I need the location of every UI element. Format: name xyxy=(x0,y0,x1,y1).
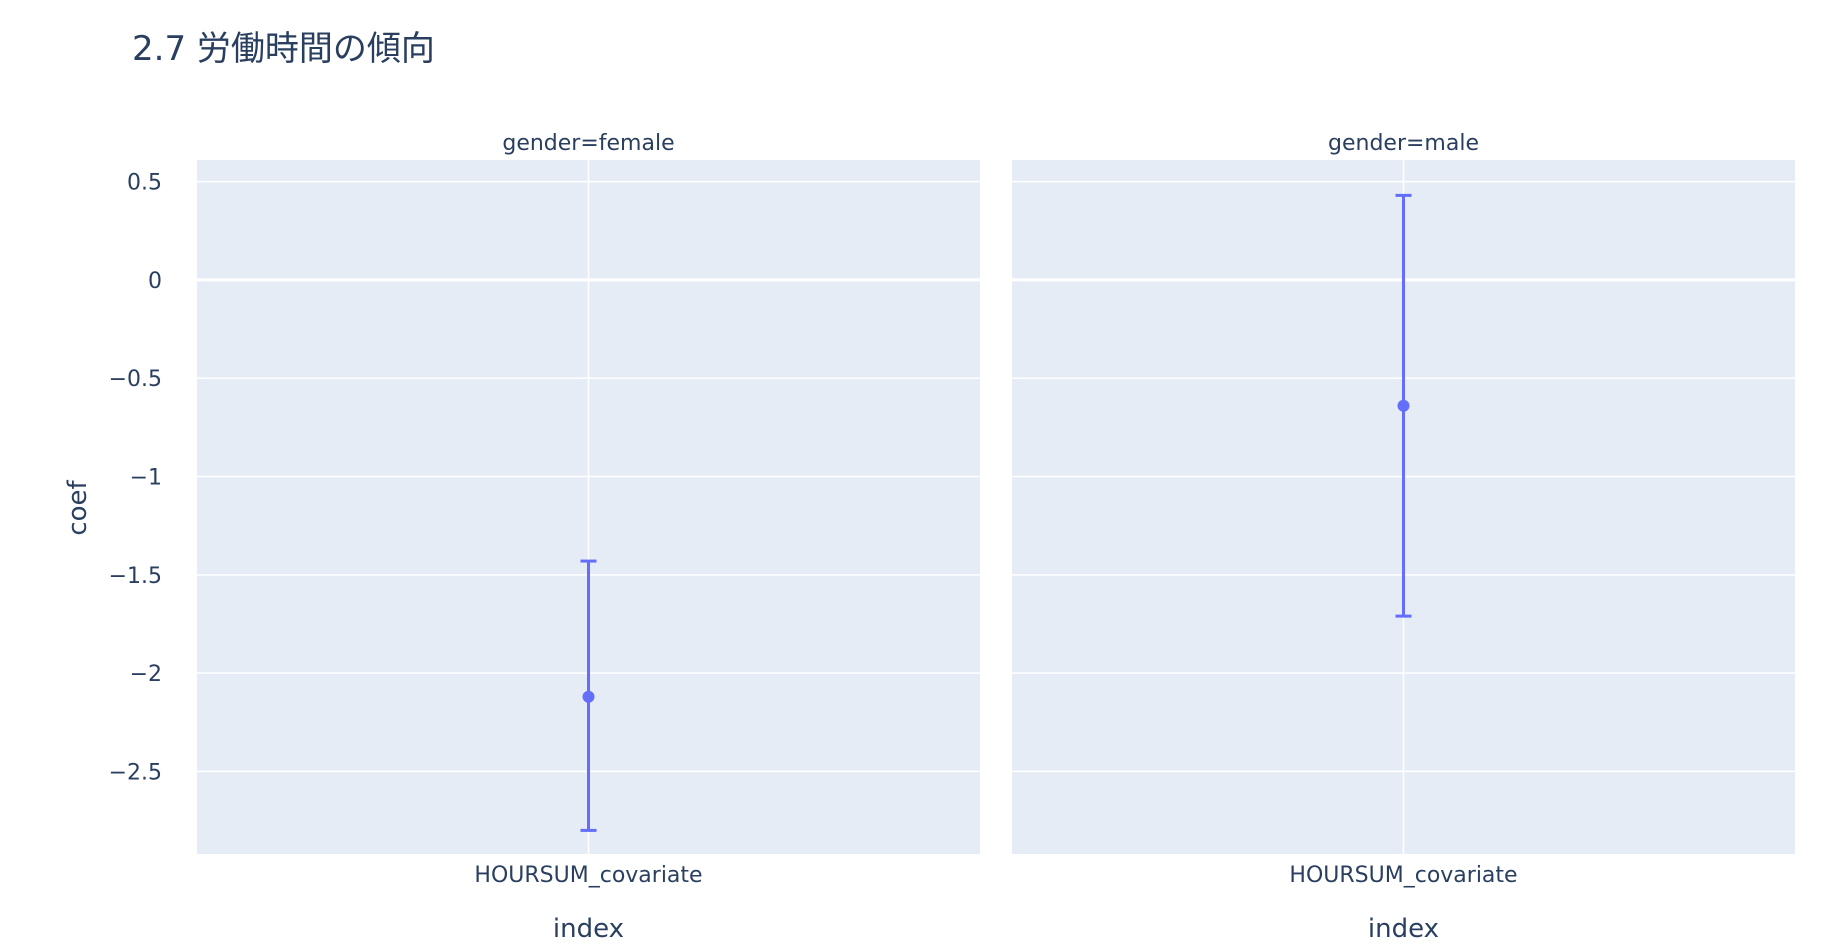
y-tick-label: −0.5 xyxy=(109,367,162,392)
data-point[interactable] xyxy=(582,690,595,703)
facet-title: gender=male xyxy=(1328,131,1479,156)
facet-panels: gender=femaleHOURSUM_covariateindexgende… xyxy=(197,131,1795,944)
y-tick-label: 0 xyxy=(148,269,162,294)
chart-title: 2.7 労働時間の傾向 xyxy=(132,29,435,69)
x-axis-title: index xyxy=(553,914,624,944)
data-point[interactable] xyxy=(1397,399,1410,412)
facet-title: gender=female xyxy=(502,131,674,156)
y-tick-label: −1.5 xyxy=(109,564,162,589)
x-tick-label: HOURSUM_covariate xyxy=(1289,863,1517,888)
x-tick-label: HOURSUM_covariate xyxy=(474,863,702,888)
x-axis-title: index xyxy=(1368,914,1439,944)
y-axis-ticks: 0.5 0 −0.5 −1 −1.5 −2 −2.5 xyxy=(109,171,162,786)
y-tick-label: 0.5 xyxy=(127,171,162,196)
y-tick-label: −1 xyxy=(130,466,162,491)
y-axis-title: coef xyxy=(63,479,93,535)
y-tick-label: −2 xyxy=(130,662,162,687)
y-tick-label: −2.5 xyxy=(109,760,162,785)
